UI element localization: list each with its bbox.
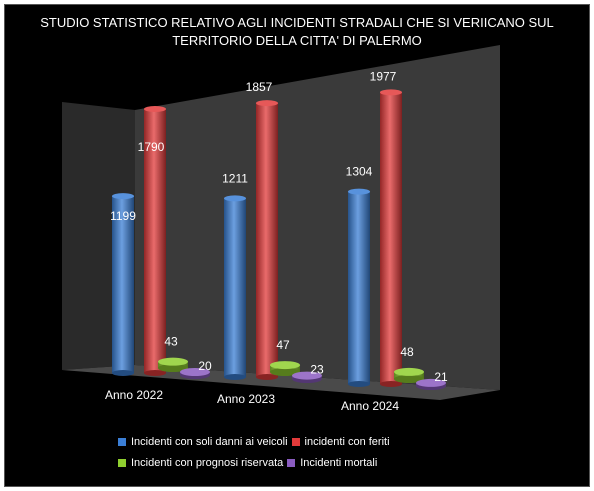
bar-3-2 (270, 361, 300, 376)
data-label-2-3: 1977 (370, 69, 397, 83)
bar-1-3 (348, 188, 370, 387)
bar-base (380, 381, 402, 387)
legend-label-1: Incidenti con soli danni ai veicoli (131, 435, 288, 448)
legend-swatch-4 (287, 458, 296, 467)
data-label-3-3: 48 (400, 345, 414, 359)
bar-top (158, 357, 188, 366)
legend: Incidenti con soli danni ai veicoli inci… (118, 431, 538, 473)
bar-top (180, 368, 210, 376)
data-label-1-3: 1304 (346, 165, 373, 179)
legend-label-4: Incidenti mortali (300, 456, 378, 469)
bar-base (270, 368, 300, 376)
legend-swatch-3 (118, 458, 126, 467)
bar-top (270, 361, 300, 370)
bar-base (158, 364, 188, 372)
bar-2-2 (256, 100, 278, 380)
legend-swatch-1 (118, 437, 126, 446)
bar-top (256, 100, 278, 107)
bar-top (380, 89, 402, 96)
bar-top (348, 188, 370, 195)
bar-body (224, 198, 246, 377)
bar-2-1 (144, 105, 166, 376)
bar-base (348, 381, 370, 387)
floor (62, 365, 500, 400)
bar-top (112, 193, 134, 200)
legend-swatch-2 (291, 437, 300, 446)
category-label-1: Anno 2022 (105, 388, 163, 402)
legend-item-1: Incidenti con soli danni ai veicoli (118, 436, 288, 448)
bar-4-3 (416, 378, 446, 390)
category-label-3: Anno 2024 (341, 399, 399, 413)
bar-base (112, 370, 134, 376)
data-label-1-1: 1199 (110, 209, 136, 223)
category-labels: Anno 2022 Anno 2023 Anno 2024 (105, 388, 399, 413)
legend-row-1: Incidenti con soli danni ai veicoli inci… (118, 431, 538, 452)
legend-item-2: incidenti con feriti (291, 435, 390, 448)
data-label-4-2: 23 (310, 363, 324, 377)
data-label-2-1: 1790 (138, 140, 165, 154)
data-label-4-3: 21 (434, 370, 448, 384)
data-labels: 1199 1790 43 20 1211 1857 47 23 1304 1977 48 21 (110, 69, 448, 384)
legend-item-3: Incidenti con prognosi riservata (118, 457, 283, 469)
bar-top (224, 195, 246, 202)
bar-series (112, 89, 446, 390)
bar-top (416, 378, 446, 387)
bar-3-1 (158, 357, 188, 372)
chart-title: STUDIO STATISTICO RELATIVO AGLI INCIDENT… (0, 14, 594, 50)
bar-top (144, 105, 166, 112)
bar-top (292, 371, 322, 380)
bar-body (144, 108, 166, 373)
chart-title-line-2: TERRITORIO DELLA CITTA' DI PALERMO (172, 33, 422, 48)
bar-body (112, 196, 134, 373)
bar-base (256, 374, 278, 380)
legend-row-2: Incidenti con prognosi riservata Inciden… (118, 452, 538, 473)
bar-base (224, 374, 246, 380)
legend-item-4: Incidenti mortali (287, 457, 377, 469)
bar-body (256, 103, 278, 377)
bar-body (348, 191, 370, 384)
bar-body (380, 92, 402, 384)
bar-top (394, 367, 424, 376)
bar-base (394, 375, 424, 383)
category-label-2: Anno 2023 (217, 392, 275, 406)
bar-1-2 (224, 195, 246, 380)
bar-1-1 (112, 193, 134, 376)
data-label-2-2: 1857 (246, 80, 273, 94)
data-label-3-1: 43 (164, 335, 178, 349)
bar-2-3 (380, 89, 402, 387)
data-label-3-2: 47 (276, 338, 290, 352)
back-wall (135, 45, 500, 390)
bar-4-1 (180, 368, 210, 379)
legend-label-3: Incidenti con prognosi riservata (131, 456, 284, 469)
bar-base (144, 370, 166, 376)
chart-title-line-1: STUDIO STATISTICO RELATIVO AGLI INCIDENT… (40, 15, 554, 30)
bar-3-3 (394, 367, 424, 383)
data-label-4-1: 20 (198, 359, 212, 373)
bar-4-2 (292, 371, 322, 383)
legend-label-2: incidenti con feriti (304, 435, 390, 448)
data-label-1-2: 1211 (222, 171, 248, 185)
